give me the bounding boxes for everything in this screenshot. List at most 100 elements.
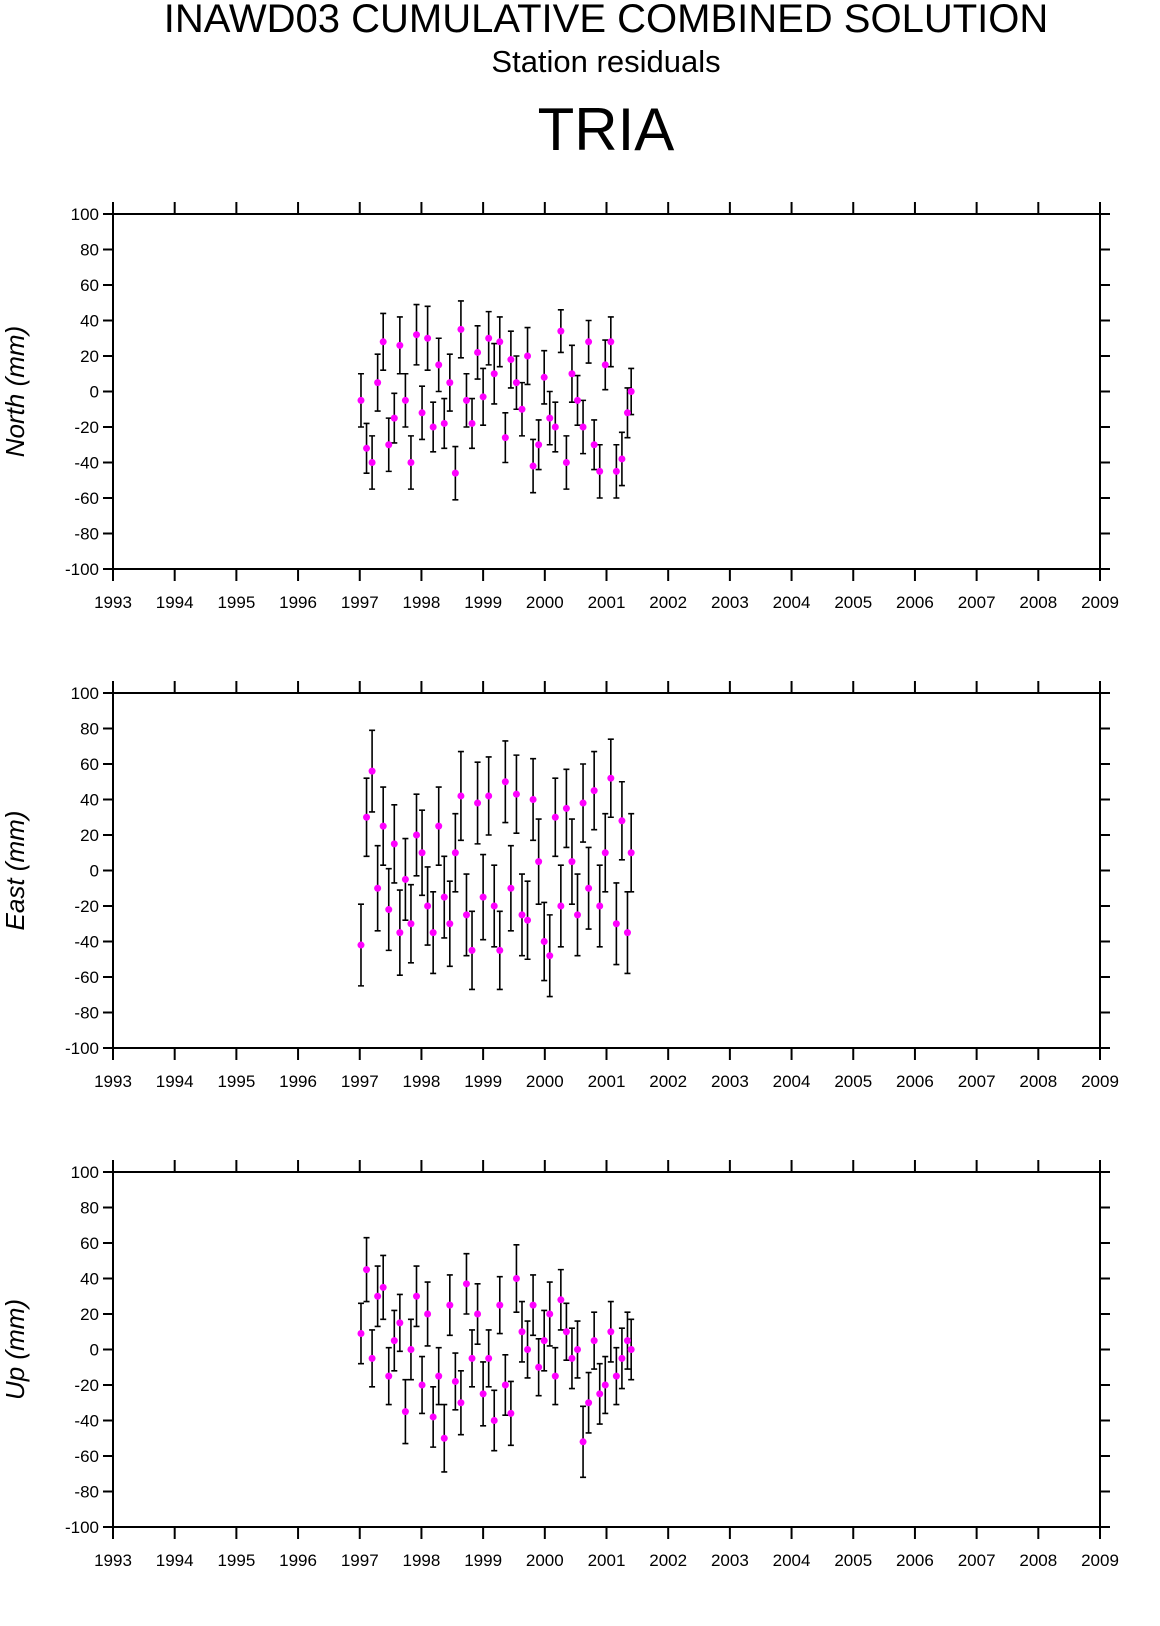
y-tick-label: 40	[80, 791, 99, 810]
data-point	[446, 920, 454, 928]
data-point	[368, 459, 376, 466]
data-point	[540, 1337, 548, 1345]
data-point	[418, 849, 426, 857]
data-point	[451, 1377, 459, 1385]
data-point	[424, 1310, 432, 1318]
data-point	[585, 1399, 593, 1407]
y-tick-label: -40	[74, 933, 99, 952]
data-point	[518, 405, 526, 413]
data-point	[590, 441, 598, 449]
data-point	[618, 455, 626, 463]
data-point	[363, 813, 371, 821]
data-point	[451, 849, 459, 857]
data-point	[607, 774, 615, 782]
y-tick-label: -100	[65, 1039, 99, 1058]
data-point	[385, 1372, 393, 1380]
data-point	[457, 1399, 465, 1407]
y-tick-label: 40	[80, 312, 99, 331]
y-tick-label: 20	[80, 826, 99, 845]
data-point	[562, 459, 570, 466]
data-point	[490, 370, 498, 378]
x-tick-label: 1996	[279, 1072, 317, 1091]
x-tick-label: 1998	[403, 1551, 441, 1570]
y-axis-label: Up (mm)	[0, 1299, 30, 1400]
x-tick-label: 2004	[773, 1072, 811, 1091]
data-point	[407, 1346, 415, 1353]
data-point	[413, 331, 421, 339]
data-point	[468, 946, 476, 954]
y-tick-label: 60	[80, 755, 99, 774]
data-point	[479, 393, 487, 401]
data-point	[490, 902, 498, 910]
data-point	[529, 1301, 537, 1309]
x-tick-label: 1999	[464, 1551, 502, 1570]
x-tick-label: 1999	[464, 593, 502, 612]
data-point	[501, 778, 509, 786]
data-point	[424, 902, 432, 910]
data-point	[507, 356, 515, 364]
data-point	[435, 822, 443, 830]
data-point	[413, 1292, 421, 1300]
x-tick-label: 1996	[279, 1551, 317, 1570]
data-point	[368, 767, 376, 775]
data-point	[596, 1390, 604, 1398]
y-tick-label: -100	[65, 1518, 99, 1537]
y-tick-label: 80	[80, 241, 99, 260]
data-point	[390, 1337, 398, 1345]
data-point	[524, 1346, 532, 1353]
data-point	[468, 1354, 476, 1362]
data-point	[446, 379, 454, 387]
plot-frame	[112, 213, 1101, 570]
x-tick-label: 2001	[588, 593, 626, 612]
y-tick-label: -20	[74, 1376, 99, 1395]
data-point	[440, 1434, 448, 1442]
x-tick-label: 2001	[588, 1072, 626, 1091]
x-tick-label: 2005	[834, 1072, 872, 1091]
data-point	[601, 1381, 609, 1389]
data-point	[401, 1408, 409, 1416]
data-point	[407, 920, 415, 928]
y-axis-label: East (mm)	[0, 811, 30, 931]
figure-title: INAWD03 CUMULATIVE COMBINED SOLUTION	[164, 0, 1049, 41]
x-tick-label: 1994	[156, 1551, 194, 1570]
data-point	[496, 338, 504, 346]
data-point	[596, 467, 604, 475]
data-point	[579, 1438, 587, 1446]
data-point	[396, 1319, 404, 1327]
y-tick-label: 20	[80, 1305, 99, 1324]
data-point	[535, 1363, 543, 1371]
data-point	[562, 1328, 570, 1336]
data-point	[496, 946, 504, 954]
x-tick-label: 2000	[526, 1072, 564, 1091]
data-point	[540, 938, 548, 945]
x-tick-label: 1998	[403, 1072, 441, 1091]
x-tick-label: 2003	[711, 593, 749, 612]
data-point	[551, 1372, 559, 1380]
data-point	[568, 1354, 576, 1362]
data-point	[618, 817, 626, 825]
data-point	[512, 1275, 520, 1282]
data-point	[429, 929, 437, 937]
y-tick-label: -60	[74, 489, 99, 508]
data-point	[379, 1283, 387, 1291]
y-tick-label: 100	[71, 1163, 99, 1182]
data-point	[401, 396, 409, 404]
y-tick-label: -60	[74, 1447, 99, 1466]
data-point	[618, 1354, 626, 1362]
y-tick-label: 60	[80, 276, 99, 295]
data-point	[627, 1346, 635, 1353]
x-tick-label: 1994	[156, 593, 194, 612]
data-point	[357, 941, 365, 949]
data-point	[551, 813, 559, 821]
x-tick-label: 2002	[649, 593, 687, 612]
station-name: TRIA	[538, 96, 675, 163]
x-tick-label: 2006	[896, 1551, 934, 1570]
data-point	[512, 790, 520, 798]
y-tick-label: -80	[74, 1483, 99, 1502]
data-point	[579, 423, 587, 431]
x-tick-label: 1993	[94, 593, 132, 612]
data-point	[551, 423, 559, 431]
x-tick-label: 2007	[958, 593, 996, 612]
